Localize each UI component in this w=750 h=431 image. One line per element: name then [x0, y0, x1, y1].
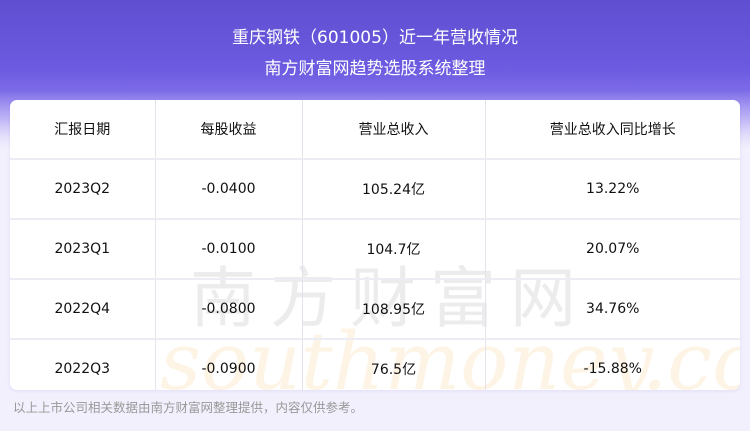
table-cell: 108.95亿: [302, 279, 486, 340]
table-cell: 2023Q1: [10, 219, 156, 280]
table-cell: 76.5亿: [302, 339, 486, 390]
table-cell: 2022Q4: [10, 279, 156, 340]
page-subtitle: 南方财富网趋势选股系统整理: [264, 59, 486, 79]
table-cell: 2022Q3: [10, 339, 156, 390]
table-row: 2022Q3 -0.0900 76.5亿 -15.88%: [10, 339, 740, 390]
table-cell: -0.0900: [155, 339, 303, 390]
table-cell: 104.7亿: [302, 219, 486, 280]
table-cell: 20.07%: [485, 219, 740, 280]
table-cell: 34.76%: [485, 279, 740, 340]
data-table: 汇报日期 每股收益 营业总收入 营业总收入同比增长 2023Q2 -0.0400 1…: [10, 100, 740, 390]
table-header-row: 汇报日期 每股收益 营业总收入 营业总收入同比增长: [10, 100, 740, 160]
column-header: 每股收益: [155, 100, 303, 160]
table-row: 2023Q2 -0.0400 105.24亿 13.22%: [10, 159, 740, 220]
table-cell: 105.24亿: [302, 159, 486, 220]
page-title: 重庆钢铁（601005）近一年营收情况: [232, 28, 518, 48]
table-row: 2023Q1 -0.0100 104.7亿 20.07%: [10, 219, 740, 280]
table-cell: -15.88%: [583, 361, 642, 377]
table-cell: -0.0100: [155, 219, 303, 280]
table-cell: -0.0800: [155, 279, 303, 340]
column-header: 营业总收入同比增长: [485, 100, 740, 160]
table-row: 2022Q4 -0.0800 108.95亿 34.76%: [10, 279, 740, 340]
table-cell: 13.22%: [485, 159, 740, 220]
table-cell: -0.0400: [155, 159, 303, 220]
column-header: 营业总收入: [302, 100, 486, 160]
table-cell: 2023Q2: [10, 159, 156, 220]
data-table-card: 南方财富网 southmoney.com 汇报日期 每股收益 营业总收入 营业总…: [10, 100, 740, 390]
footer-disclaimer: 以上上市公司相关数据由南方财富网整理提供，内容仅供参考。: [13, 400, 364, 415]
column-header: 汇报日期: [10, 100, 156, 160]
